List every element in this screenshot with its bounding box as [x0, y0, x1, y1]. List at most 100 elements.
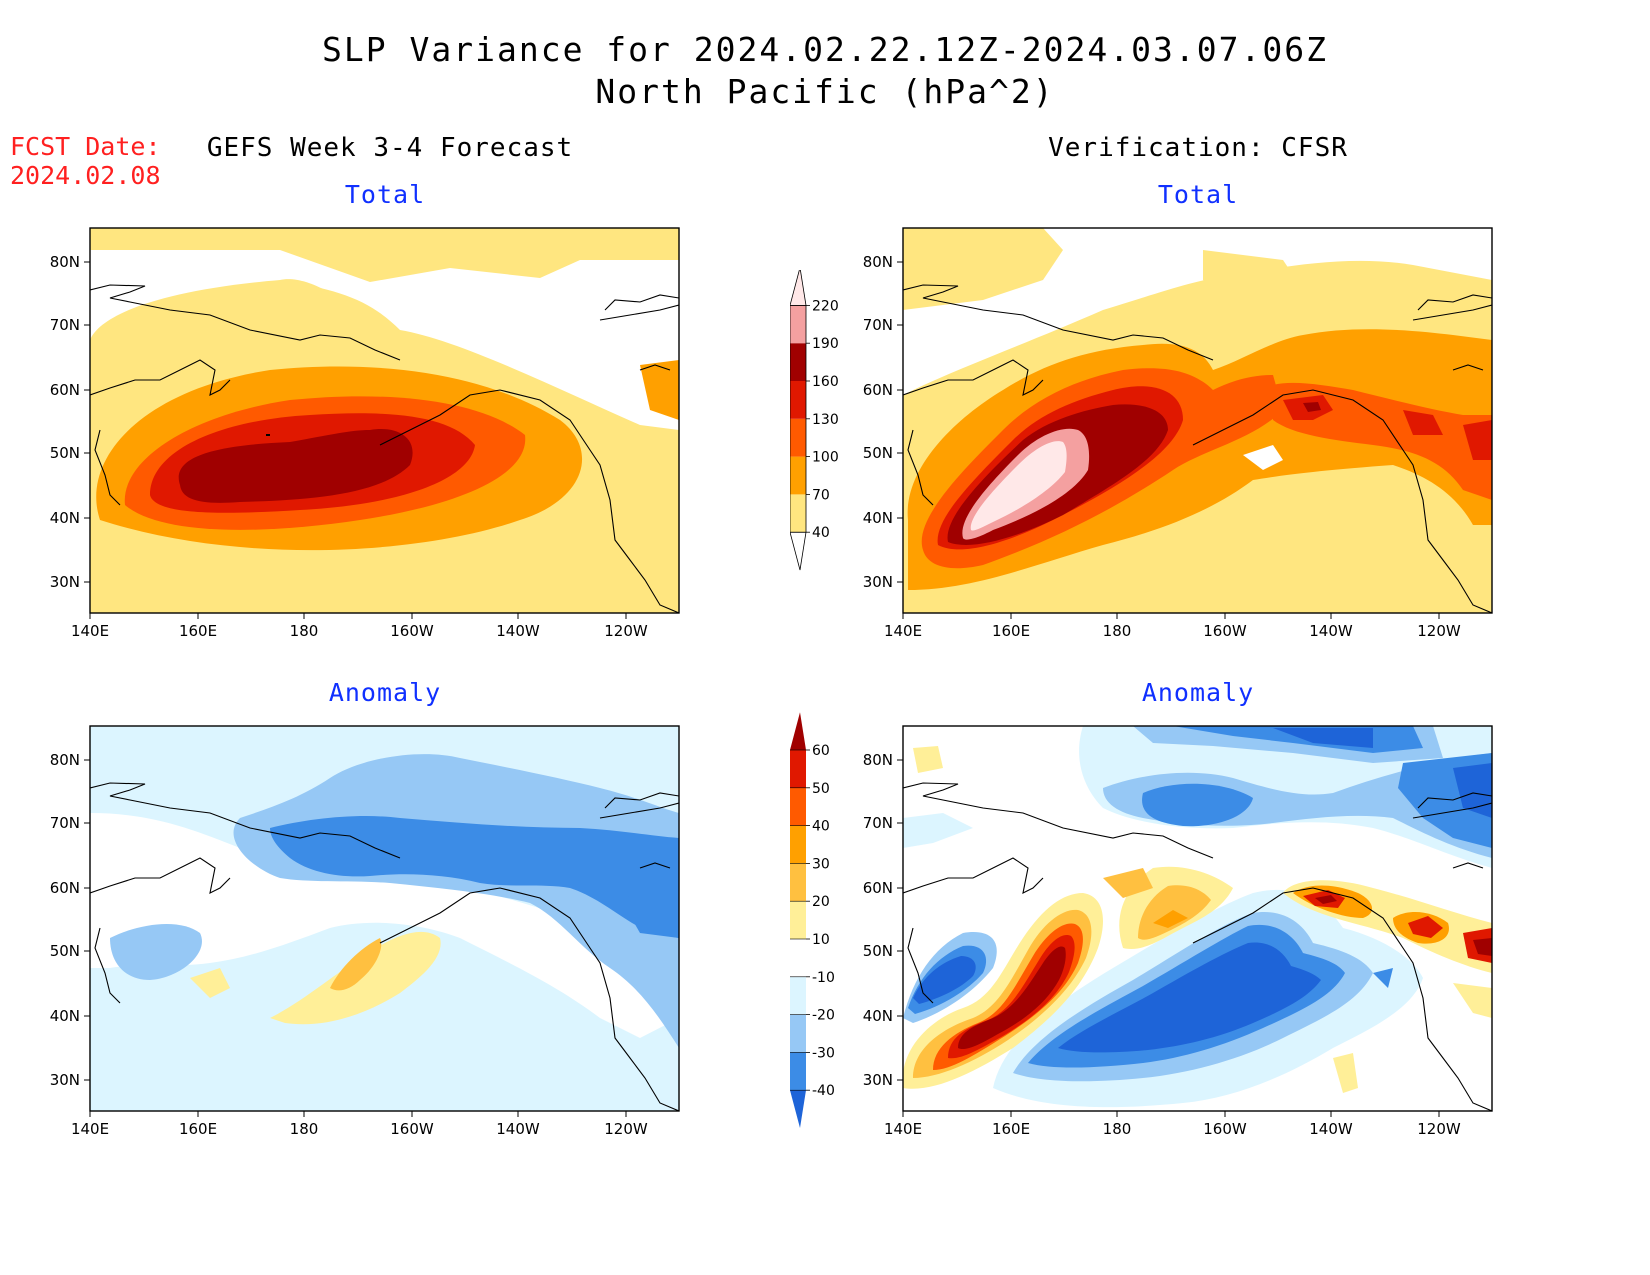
- colorbar-label: -30: [812, 1045, 835, 1061]
- lon-tick-label: 160E: [179, 1120, 217, 1138]
- axes-cfsr-total: 140E 160E 180 160W 140W 120W 80N 70N 60N 50N 40N 30…: [863, 253, 1461, 640]
- lat-tick-label: 80N: [863, 253, 893, 271]
- lat-tick-label: 50N: [863, 444, 893, 462]
- lat-tick-label: 40N: [863, 509, 893, 527]
- lon-tick-label: 160W: [390, 1120, 434, 1138]
- colorbar-segment: [790, 787, 806, 826]
- colorbar-label: 190: [812, 336, 839, 352]
- colorbar-segment: [790, 901, 806, 939]
- colorbar-label: -20: [812, 1008, 835, 1024]
- lon-tick-label: 180: [1103, 1120, 1132, 1138]
- lon-tick-label: 160E: [992, 622, 1030, 640]
- colorbar-label: -40: [812, 1083, 835, 1099]
- lon-tick-label: 140E: [884, 622, 922, 640]
- lon-tick-label: 120W: [604, 622, 648, 640]
- lon-tick-label: 120W: [604, 1120, 648, 1138]
- lat-tick-label: 70N: [50, 316, 80, 334]
- lon-tick-label: 120W: [1417, 622, 1461, 640]
- lat-tick-label: 60N: [863, 879, 893, 897]
- colorbar-label: 60: [812, 743, 830, 759]
- column-title-left: GEFS Week 3-4 Forecast: [206, 133, 574, 163]
- colorbar-segment: [790, 270, 807, 306]
- colorbar-segment: [790, 494, 806, 533]
- lon-tick-label: 140E: [71, 622, 109, 640]
- lat-tick-label: 40N: [863, 1007, 893, 1025]
- axes-gefs-anomaly: 140E 160E 180 160W 140W 120W 80N 70N 60N 50N 40N 30…: [50, 751, 648, 1138]
- lon-tick-label: 180: [290, 622, 319, 640]
- colorbar-label: 20: [812, 894, 830, 910]
- lat-tick-label: 30N: [863, 1071, 893, 1089]
- colorbar-label: 70: [812, 487, 830, 503]
- colorbar-segment: [790, 712, 806, 750]
- lat-tick-label: 70N: [50, 814, 80, 832]
- lat-tick-label: 50N: [50, 444, 80, 462]
- figure-title-line2: North Pacific (hPa^2): [595, 72, 1055, 111]
- lon-tick-label: 120W: [1417, 1120, 1461, 1138]
- lat-tick-label: 50N: [50, 942, 80, 960]
- column-title-right: Verification: CFSR: [1048, 133, 1348, 163]
- colorbar-total: 40 70 100 130 160 190 220: [790, 270, 839, 571]
- lat-tick-label: 30N: [50, 1071, 80, 1089]
- lon-tick-label: 140W: [1309, 1120, 1353, 1138]
- colorbar-segment: [790, 939, 806, 977]
- map-panel-gefs-total: 140E 160E 180 160W 140W 120W 80N 70N 60N 50N 40N 30…: [50, 227, 680, 640]
- colorbar-label: 100: [812, 450, 839, 466]
- lon-tick-label: 160W: [1203, 1120, 1247, 1138]
- fcst-date-label: FCST Date:: [10, 132, 161, 161]
- colorbar-label: 220: [812, 298, 839, 314]
- lat-tick-label: 50N: [863, 942, 893, 960]
- lon-tick-label: 160W: [1203, 622, 1247, 640]
- colorbar-segment: [790, 863, 806, 902]
- colorbar-segment: [790, 1090, 806, 1128]
- colorbar-anomaly: -40 -30 -20 -10 10 20 30 40 50 60: [790, 712, 835, 1128]
- map-panel-gefs-anomaly: 140E 160E 180 160W 140W 120W 80N 70N 60N 50N 40N 30…: [50, 725, 680, 1138]
- map-panel-cfsr-anomaly: 140E 160E 180 160W 140W 120W 80N 70N 60N 50N 40N 30…: [863, 725, 1493, 1138]
- colorbar-label: 10: [812, 932, 830, 948]
- lon-tick-label: 140W: [496, 1120, 540, 1138]
- colorbar-label: 40: [812, 525, 830, 541]
- lon-tick-label: 140W: [496, 622, 540, 640]
- lat-tick-label: 80N: [50, 253, 80, 271]
- lon-tick-label: 160E: [992, 1120, 1030, 1138]
- lat-tick-label: 70N: [863, 316, 893, 334]
- lon-tick-label: 160E: [179, 622, 217, 640]
- figure-title-line1: SLP Variance for 2024.02.22.12Z-2024.03.…: [322, 30, 1328, 69]
- lat-tick-label: 80N: [863, 751, 893, 769]
- colorbar-segment: [790, 825, 806, 864]
- colorbar-label: 130: [812, 412, 839, 428]
- lat-tick-label: 80N: [50, 751, 80, 769]
- axes-cfsr-anomaly: 140E 160E 180 160W 140W 120W 80N 70N 60N 50N 40N 30…: [863, 751, 1461, 1138]
- panel-title-total-left: Total: [344, 180, 426, 209]
- colorbar-segment: [790, 418, 806, 457]
- colorbar-label: 30: [812, 856, 830, 872]
- colorbar-label: 40: [812, 819, 830, 835]
- lat-tick-label: 60N: [50, 879, 80, 897]
- fcst-date-value: 2024.02.08: [10, 161, 161, 190]
- lat-tick-label: 70N: [863, 814, 893, 832]
- lon-tick-label: 140W: [1309, 622, 1353, 640]
- colorbar-segment: [790, 456, 806, 495]
- lon-tick-label: 140E: [71, 1120, 109, 1138]
- panel-title-total-right: Total: [1157, 180, 1239, 209]
- colorbar-label: 50: [812, 781, 830, 797]
- panel-title-anomaly-left: Anomaly: [328, 678, 442, 707]
- colorbar-label: 160: [812, 374, 839, 390]
- colorbar-segment: [790, 305, 806, 344]
- lat-tick-label: 30N: [50, 573, 80, 591]
- colorbar-label: -10: [812, 970, 835, 986]
- lat-tick-label: 60N: [863, 381, 893, 399]
- colorbar-segment: [790, 343, 806, 381]
- lon-tick-label: 180: [1103, 622, 1132, 640]
- lon-tick-label: 180: [290, 1120, 319, 1138]
- lat-tick-label: 40N: [50, 509, 80, 527]
- map-panel-cfsr-total: 140E 160E 180 160W 140W 120W 80N 70N 60N 50N 40N 30…: [863, 227, 1493, 640]
- colorbar-segment: [790, 750, 806, 788]
- lat-tick-label: 30N: [863, 573, 893, 591]
- lat-tick-label: 40N: [50, 1007, 80, 1025]
- colorbar-segment: [790, 381, 806, 419]
- lon-tick-label: 140E: [884, 1120, 922, 1138]
- lat-tick-label: 60N: [50, 381, 80, 399]
- colorbar-segment: [790, 1052, 806, 1091]
- panel-title-anomaly-right: Anomaly: [1141, 678, 1255, 707]
- colorbar-segment: [790, 976, 806, 1015]
